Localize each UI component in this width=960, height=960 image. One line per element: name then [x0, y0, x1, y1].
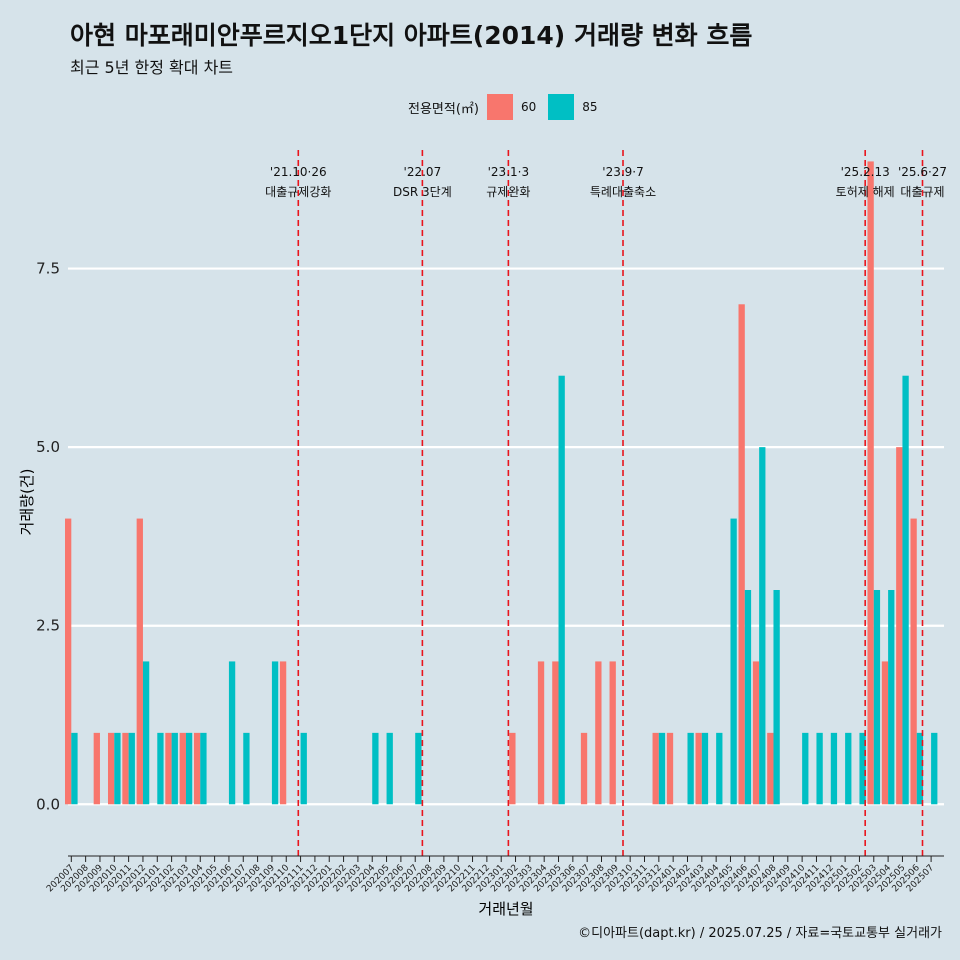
legend: 전용면적(㎡) 60 85: [408, 93, 610, 121]
event-lines: '21.10·26 대출규제강화 '22.07 DSR 3단계 '23.1·3 규제완화 '…: [265, 150, 947, 857]
event-date: '23.9·7: [602, 165, 643, 179]
bar-85-202503: [873, 590, 881, 805]
bar-60-202312: [652, 732, 659, 805]
bar-60-202406: [738, 304, 745, 805]
event-label: 토허제 해제: [836, 185, 895, 199]
bar-60-202308: [595, 661, 602, 805]
bar-60-202304: [537, 661, 545, 805]
bar-60-202103: [179, 732, 186, 805]
bar-85-202107: [243, 732, 250, 805]
x-axis-label: 거래년월: [478, 900, 533, 918]
bar-85-202403: [701, 732, 709, 805]
bar-60-202302: [509, 732, 516, 805]
bar-85-202011: [128, 732, 135, 805]
bars: [65, 161, 938, 805]
bar-85-202007: [71, 732, 78, 805]
bar-85-202104: [200, 732, 207, 805]
bar-85-202405: [730, 518, 737, 805]
y-tick-label: 2.5: [36, 617, 60, 635]
bar-85-202205: [386, 732, 393, 805]
bar-60-202403: [695, 732, 702, 805]
bar-85-202101: [157, 732, 164, 805]
bar-85-202507: [931, 732, 938, 805]
y-tick-label: 0.0: [36, 795, 60, 813]
legend-swatch-60: [486, 94, 513, 120]
event-date: '21.10·26: [270, 165, 327, 179]
bar-60-202408: [767, 732, 774, 805]
bar-60-202009: [93, 732, 100, 805]
bar-85-202103: [185, 732, 193, 805]
y-axis-label: 거래량(건): [18, 469, 36, 536]
bar-85-202102: [171, 732, 178, 805]
event-date: '25.2.13: [841, 165, 890, 179]
bar-85-202305: [558, 375, 565, 805]
event-date: '25.6·27: [898, 165, 947, 179]
bar-85-202207: [415, 732, 422, 805]
bar-60-202011: [122, 732, 129, 805]
bar-60-202407: [752, 661, 760, 805]
bar-85-202402: [687, 732, 694, 805]
bar-60-202505: [896, 447, 903, 805]
bar-60-202012: [136, 518, 143, 805]
bar-85-202406: [744, 590, 752, 805]
legend-swatch-85: [548, 94, 575, 120]
bar-60-202102: [165, 732, 172, 805]
bar-85-202404: [716, 732, 723, 805]
event-label: 대출규제: [900, 185, 944, 199]
axes: 2020072020082020092020102020112020122021…: [45, 855, 944, 894]
event-label: 규제완화: [486, 185, 530, 199]
bar-85-202407: [759, 447, 766, 805]
bar-85-202109: [271, 661, 279, 805]
bar-85-202204: [372, 732, 379, 805]
bar-60-202104: [193, 732, 201, 805]
bar-85-202012: [142, 661, 150, 805]
bar-60-202309: [609, 661, 616, 805]
gridlines: 0.0 2.5 5.0 7.5: [36, 260, 944, 813]
bar-60-202506: [910, 518, 917, 805]
legend-title: 전용면적(㎡): [408, 101, 479, 117]
bar-85-202010: [114, 732, 121, 805]
y-tick-label: 7.5: [36, 260, 60, 278]
bar-60-202007: [65, 518, 72, 805]
bar-60-202307: [580, 732, 588, 805]
bar-60-202010: [107, 732, 115, 805]
chart-subtitle: 최근 5년 한정 확대 차트: [70, 58, 234, 77]
bar-85-202412: [830, 732, 838, 805]
bar-85-202106: [228, 661, 236, 805]
bar-85-202408: [773, 590, 780, 805]
event-label: 대출규제강화: [265, 185, 331, 199]
event-label: DSR 3단계: [393, 185, 452, 199]
legend-label-85: 85: [582, 100, 598, 114]
event-date: '22.07: [404, 165, 442, 179]
bar-85-202312: [658, 732, 666, 805]
event-label: 특례대출축소: [590, 185, 656, 199]
bar-60-202305: [552, 661, 559, 805]
bar-85-202506: [916, 732, 924, 805]
bar-85-202501: [845, 732, 852, 805]
bar-85-202502: [859, 732, 866, 805]
bar-85-202411: [816, 732, 823, 805]
legend-label-60: 60: [520, 100, 537, 114]
event-date: '23.1·3: [488, 165, 529, 179]
bar-60-202504: [881, 661, 889, 805]
y-tick-label: 5.0: [36, 438, 60, 456]
bar-60-202503: [867, 161, 874, 805]
bar-85-202410: [802, 732, 809, 805]
bar-60-202401: [666, 732, 674, 805]
bar-60-202110: [279, 661, 287, 805]
chart-title: 아현 마포래미안푸르지오1단지 아파트(2014) 거래량 변화 흐름: [70, 21, 753, 50]
bar-85-202504: [888, 590, 895, 805]
caption: ©디아파트(dapt.kr) / 2025.07.25 / 자료=국토교통부 실…: [578, 926, 942, 941]
bar-85-202505: [902, 375, 909, 805]
bar-85-202111: [300, 732, 307, 805]
